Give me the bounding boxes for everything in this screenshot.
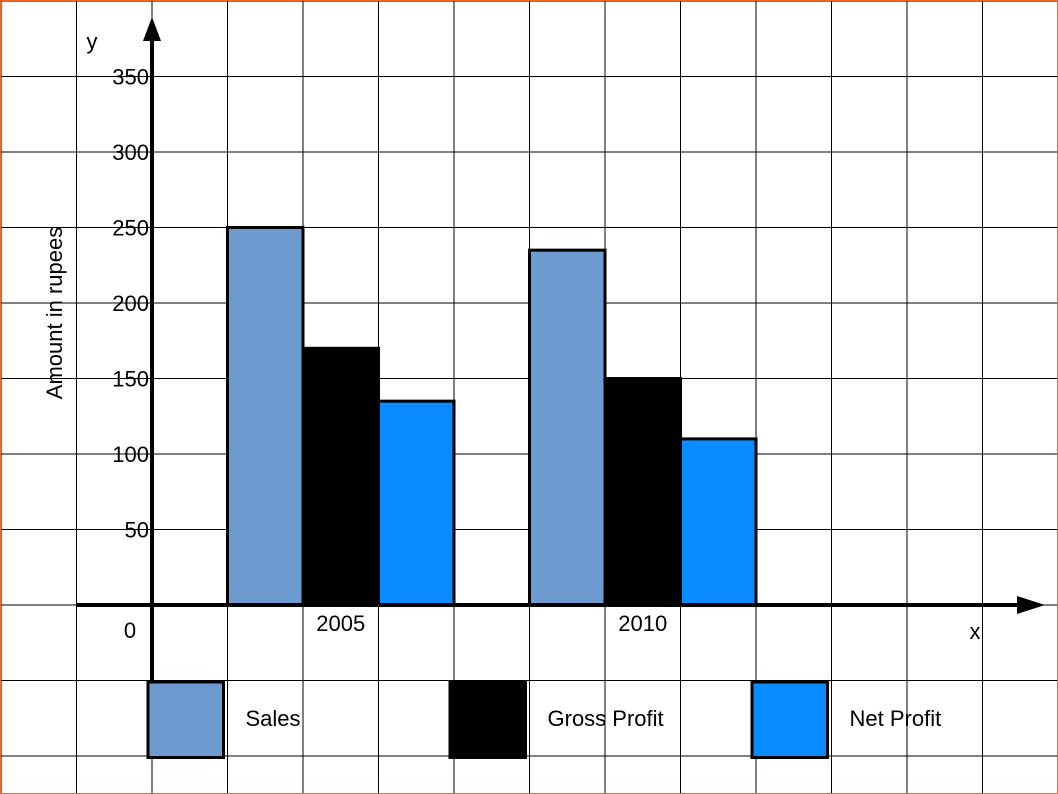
x-tick-label: 2005 [316, 611, 365, 636]
origin-label: 0 [124, 618, 136, 643]
legend: Sales Gross Profit Net Profit [146, 680, 942, 759]
y-tick-labels: 50 100 150 200 250 300 350 [112, 65, 149, 543]
legend-swatch-net-profit [750, 680, 829, 759]
legend-label: Sales [246, 706, 301, 731]
y-tick-label: 150 [112, 367, 149, 392]
bar-gross-profit-2005 [301, 346, 380, 607]
bar-sales-2005 [226, 226, 305, 607]
y-tick-label: 200 [112, 291, 149, 316]
bar-sales-2010 [528, 248, 607, 607]
y-tick-label: 350 [112, 65, 149, 90]
axes [77, 17, 1045, 751]
y-tick-label: 50 [125, 518, 149, 543]
x-axis-arrow [1017, 596, 1045, 614]
legend-label: Net Profit [850, 706, 942, 731]
bar-gross-profit-2010 [603, 377, 682, 607]
legend-swatch-gross-profit [448, 680, 527, 759]
legend-swatch-sales [146, 680, 225, 759]
y-tick-label: 250 [112, 216, 149, 241]
y-axis-arrow [143, 17, 161, 41]
x-tick-labels: 2005 2010 [316, 611, 667, 636]
bar-net-profit-2010 [679, 437, 758, 607]
x-tick-label: 2010 [618, 611, 667, 636]
y-tick-label: 100 [112, 442, 149, 467]
legend-label: Gross Profit [548, 706, 664, 731]
bar-net-profit-2005 [377, 399, 456, 607]
bars [226, 226, 758, 607]
y-tick-label: 300 [112, 140, 149, 165]
y-axis-letter: y [87, 29, 98, 54]
x-axis-letter: x [970, 619, 981, 644]
y-axis-label: Amount in rupees [42, 227, 67, 399]
